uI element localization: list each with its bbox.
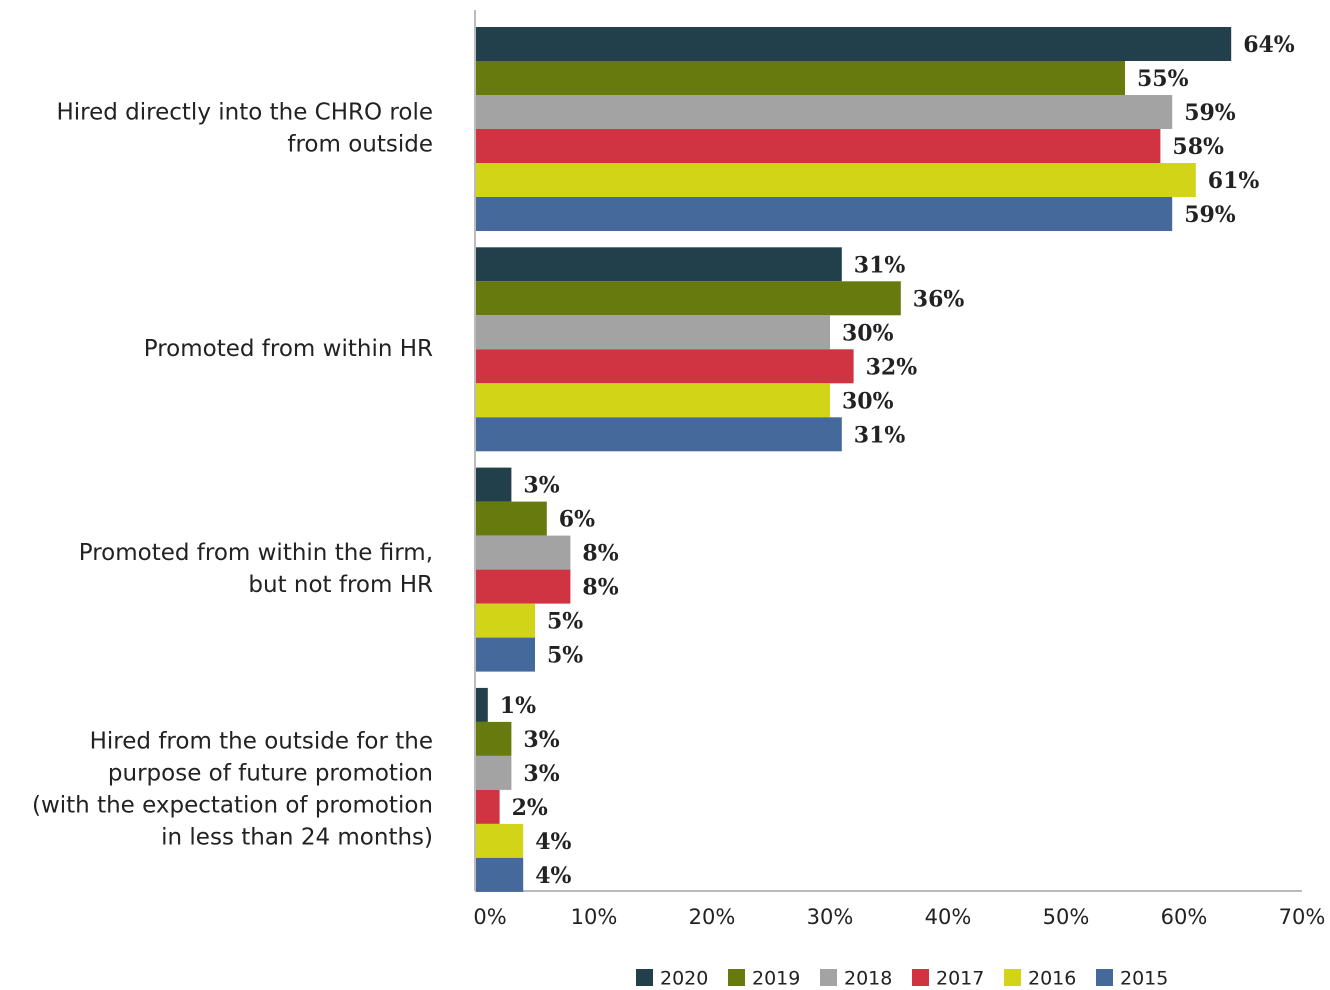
bar	[476, 569, 571, 604]
x-tick-label: 0%	[473, 905, 506, 929]
bar	[476, 27, 1232, 61]
value-label: 5%	[547, 643, 583, 669]
category-label: purpose of future promotion	[108, 760, 433, 786]
bar	[476, 823, 524, 858]
category-label: from outside	[287, 132, 433, 158]
bar	[476, 603, 535, 638]
value-label: 36%	[913, 286, 965, 312]
x-tick-label: 30%	[807, 905, 854, 929]
value-label: 30%	[842, 388, 894, 414]
bar	[476, 721, 512, 756]
value-label: 59%	[1184, 100, 1236, 126]
value-label: 58%	[1172, 134, 1224, 160]
value-label: 5%	[547, 609, 583, 635]
bar	[476, 857, 524, 892]
value-label: 8%	[582, 575, 618, 601]
value-label: 30%	[842, 320, 894, 346]
x-tick-label: 60%	[1161, 905, 1208, 929]
legend-label: 2017	[936, 968, 984, 990]
legend-label: 2018	[844, 968, 892, 990]
bar	[476, 61, 1125, 95]
bar	[476, 789, 500, 824]
value-label: 61%	[1208, 168, 1260, 194]
x-tick-label: 10%	[571, 905, 618, 929]
legend-label: 2019	[752, 968, 800, 990]
bar	[476, 417, 842, 452]
value-label: 31%	[854, 252, 906, 278]
bar	[476, 383, 830, 418]
bar	[476, 197, 1173, 231]
legend-swatch	[912, 969, 929, 986]
legend-label: 2015	[1120, 968, 1168, 990]
value-label: 4%	[535, 829, 571, 855]
value-label: 32%	[866, 354, 918, 380]
bar	[476, 755, 512, 790]
value-label: 55%	[1137, 66, 1189, 92]
legend-label: 2016	[1028, 968, 1076, 990]
x-tick-label: 40%	[925, 905, 972, 929]
legend-label: 2020	[660, 968, 708, 990]
bar	[476, 247, 842, 282]
value-label: 64%	[1243, 32, 1295, 58]
category-label: in less than 24 months)	[161, 824, 433, 850]
value-label: 6%	[559, 507, 595, 533]
value-label: 3%	[523, 473, 559, 499]
x-tick-label: 50%	[1043, 905, 1090, 929]
value-label: 2%	[512, 795, 548, 821]
category-label: Promoted from within HR	[144, 336, 433, 362]
bar	[476, 687, 488, 722]
category-label: Hired directly into the CHRO role	[56, 100, 433, 126]
bar	[476, 281, 901, 316]
value-label: 4%	[535, 863, 571, 889]
category-label: but not from HR	[248, 572, 433, 598]
value-label: 59%	[1184, 202, 1236, 228]
value-label: 3%	[523, 727, 559, 753]
category-label: (with the expectation of promotion	[32, 792, 433, 818]
bar	[476, 163, 1196, 197]
value-label: 8%	[582, 541, 618, 567]
legend-swatch	[636, 969, 653, 986]
legend-swatch	[1096, 969, 1113, 986]
x-tick-label: 20%	[689, 905, 736, 929]
category-label: Promoted from within the firm,	[79, 540, 433, 566]
value-label: 1%	[500, 693, 536, 719]
bar	[476, 129, 1161, 163]
legend-swatch	[1004, 969, 1021, 986]
bar	[476, 535, 571, 570]
bar	[476, 501, 547, 536]
x-tick-label: 70%	[1279, 905, 1326, 929]
bar	[476, 637, 535, 672]
category-label: Hired from the outside for the	[90, 728, 433, 754]
bar	[476, 349, 854, 384]
bar	[476, 467, 512, 502]
bar	[476, 95, 1173, 129]
value-label: 31%	[854, 422, 906, 448]
legend-swatch	[820, 969, 837, 986]
legend-swatch	[728, 969, 745, 986]
value-label: 3%	[523, 761, 559, 787]
bar	[476, 315, 830, 350]
